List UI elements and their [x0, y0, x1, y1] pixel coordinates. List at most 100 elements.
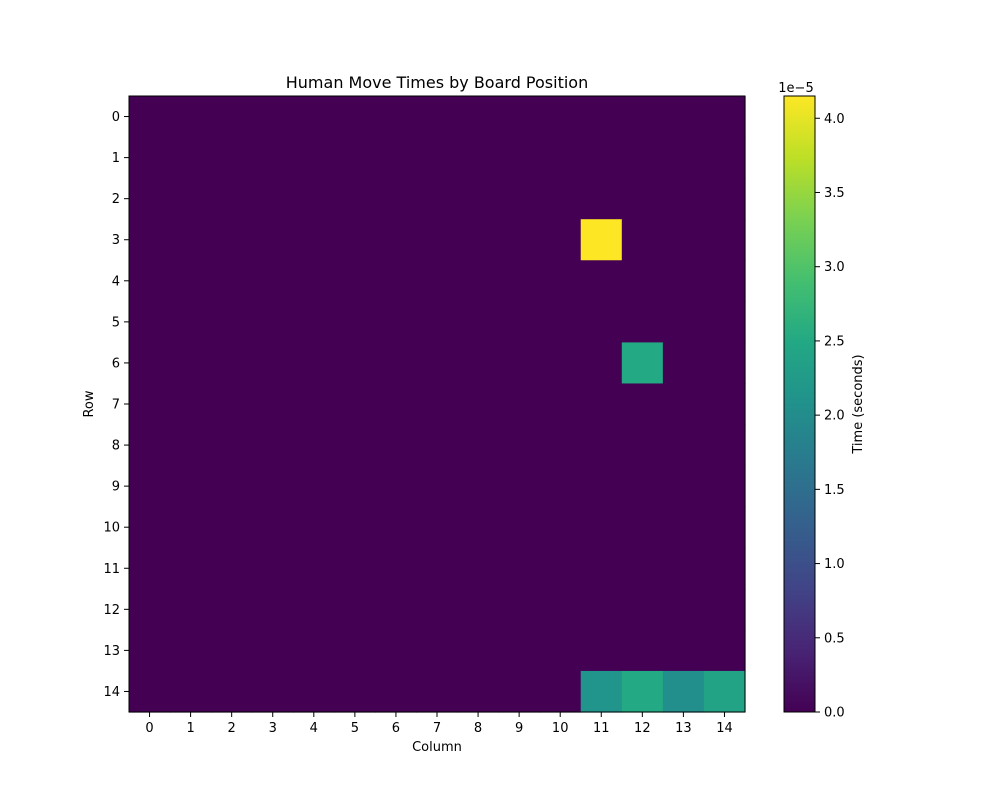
y-tick-label: 3: [112, 233, 120, 248]
heatmap-cell-r10-c0: [129, 506, 171, 549]
heatmap-cell-r14-c5: [334, 670, 376, 713]
colorbar-tick-label: 0.5: [824, 631, 845, 646]
colorbar-tick-label: 2.5: [824, 334, 845, 349]
heatmap-cell-r6-c5: [334, 342, 376, 385]
heatmap-cell-r14-c0: [129, 670, 171, 713]
heatmap-cell-r11-c2: [211, 547, 253, 590]
heatmap-cell-r12-c0: [129, 588, 171, 631]
heatmap-cell-r6-c13: [662, 342, 705, 385]
heatmap-cell-r0-c13: [662, 96, 705, 138]
heatmap-cell-r1-c5: [334, 137, 376, 179]
heatmap-cell-r0-c12: [621, 96, 664, 138]
heatmap-cell-r13-c4: [293, 629, 335, 672]
heatmap-cell-r5-c12: [621, 301, 664, 343]
heatmap-cell-r4-c10: [539, 260, 582, 302]
heatmap-cell-r14-c2: [211, 670, 253, 713]
heatmap-cell-r7-c6: [375, 383, 418, 426]
heatmap-cell-r13-c14: [703, 629, 746, 672]
heatmap-cell-r11-c12: [621, 547, 664, 590]
heatmap-cell-r2-c6: [375, 178, 418, 220]
colorbar-tick-label: 1.0: [824, 557, 845, 572]
heatmap-cell-r8-c13: [662, 424, 705, 467]
heatmap-cell-r8-c6: [375, 424, 418, 467]
heatmap-cell-r10-c4: [293, 506, 335, 549]
heatmap-cell-r7-c9: [498, 383, 541, 426]
heatmap-cell-r8-c14: [703, 424, 746, 467]
heatmap-cell-r9-c14: [703, 465, 746, 508]
x-tick-label: 0: [145, 721, 153, 736]
colorbar-tick-label: 2.0: [824, 409, 845, 424]
heatmap-cell-r12-c7: [416, 588, 459, 631]
heatmap-cell-r2-c13: [662, 178, 705, 220]
heatmap-cell-r10-c5: [334, 506, 376, 549]
heatmap-cell-r8-c7: [416, 424, 459, 467]
heatmap-cell-r9-c10: [539, 465, 582, 508]
heatmap-cell-r1-c4: [293, 137, 335, 179]
heatmap-cell-r4-c13: [662, 260, 705, 302]
heatmap-cell-r6-c4: [293, 342, 335, 385]
heatmap-cell-r14-c11: [580, 670, 623, 713]
heatmap-cell-r12-c1: [170, 588, 212, 631]
heatmap-cell-r11-c0: [129, 547, 171, 590]
heatmap-cell-r7-c7: [416, 383, 459, 426]
heatmap-cell-r12-c11: [580, 588, 623, 631]
y-tick-label: 0: [112, 110, 120, 125]
heatmap-cell-r10-c13: [662, 506, 705, 549]
heatmap-cell-r5-c5: [334, 301, 376, 343]
heatmap-cell-r13-c0: [129, 629, 171, 672]
heatmap-cell-r7-c3: [252, 383, 294, 426]
colorbar-label: Time (seconds): [851, 354, 866, 454]
x-tick-label: 8: [474, 721, 482, 736]
heatmap-cell-r12-c12: [621, 588, 664, 631]
heatmap-cell-r9-c5: [334, 465, 376, 508]
heatmap-cell-r5-c3: [252, 301, 294, 343]
heatmap-cell-r9-c2: [211, 465, 253, 508]
heatmap-cell-r7-c2: [211, 383, 253, 426]
heatmap-cell-r2-c11: [580, 178, 623, 220]
heatmap-cell-r13-c11: [580, 629, 623, 672]
heatmap-cell-r12-c4: [293, 588, 335, 631]
heatmap-cell-r1-c13: [662, 137, 705, 179]
heatmap-cell-r4-c7: [416, 260, 459, 302]
heatmap-cell-r0-c0: [129, 96, 171, 138]
heatmap-cell-r6-c11: [580, 342, 623, 385]
heatmap-cell-r1-c2: [211, 137, 253, 179]
x-axis-ticks: 0 1 2 3 4 5 6 7 8 9 10 11 12 13 14: [145, 712, 733, 736]
heatmap-cell-r5-c6: [375, 301, 418, 343]
heatmap-cell-r1-c11: [580, 137, 623, 179]
heatmap-cell-r12-c6: [375, 588, 418, 631]
heatmap-cell-r12-c5: [334, 588, 376, 631]
colorbar-tick-label: 1.5: [824, 483, 845, 498]
heatmap-cell-r7-c5: [334, 383, 376, 426]
y-tick-label: 5: [112, 315, 120, 330]
heatmap-cell-r14-c4: [293, 670, 335, 713]
heatmap-cell-r3-c14: [703, 219, 746, 261]
heatmap-cell-r1-c0: [129, 137, 171, 179]
heatmap-cell-r10-c6: [375, 506, 418, 549]
heatmap-cell-r3-c13: [662, 219, 705, 261]
heatmap-cell-r2-c10: [539, 178, 582, 220]
heatmap-cell-r11-c13: [662, 547, 705, 590]
y-tick-label: 2: [112, 192, 120, 207]
colorbar-tick-label: 3.0: [824, 260, 845, 275]
heatmap-cell-r4-c1: [170, 260, 212, 302]
heatmap-cell-r4-c2: [211, 260, 253, 302]
heatmap-cell-r1-c9: [498, 137, 541, 179]
heatmap-cell-r13-c7: [416, 629, 459, 672]
heatmap-cell-r3-c12: [621, 219, 664, 261]
heatmap-cell-r14-c9: [498, 670, 541, 713]
heatmap-cell-r14-c3: [252, 670, 294, 713]
heatmap-cell-r3-c11: [580, 219, 623, 261]
y-tick-label: 8: [112, 439, 120, 454]
heatmap-cell-r10-c1: [170, 506, 212, 549]
heatmap-cell-r5-c1: [170, 301, 212, 343]
heatmap-cell-r1-c1: [170, 137, 212, 179]
heatmap-cell-r8-c0: [129, 424, 171, 467]
heatmap-cell-r10-c9: [498, 506, 541, 549]
y-tick-label: 6: [112, 356, 120, 371]
heatmap-cell-r11-c4: [293, 547, 335, 590]
heatmap-cell-r9-c3: [252, 465, 294, 508]
heatmap-cell-r10-c3: [252, 506, 294, 549]
heatmap-cell-r4-c5: [334, 260, 376, 302]
